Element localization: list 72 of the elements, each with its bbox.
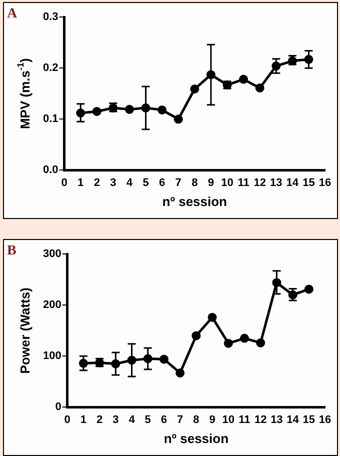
x-tick-label: 11 bbox=[237, 176, 249, 189]
point bbox=[190, 84, 199, 94]
y-tick-label: 300 bbox=[42, 248, 61, 260]
point bbox=[223, 338, 232, 348]
x-tick-label: 8 bbox=[191, 176, 198, 189]
point bbox=[140, 103, 150, 112]
point bbox=[76, 108, 85, 118]
x-tick-label: 5 bbox=[142, 176, 148, 189]
x-tick-label: 10 bbox=[220, 176, 233, 189]
x-tick-label: 5 bbox=[144, 414, 150, 426]
x-tick-label: 12 bbox=[253, 176, 266, 189]
text: B bbox=[6, 244, 16, 259]
y-tick-label: 200 bbox=[42, 299, 61, 312]
point bbox=[157, 105, 166, 114]
x-tick-label: 2 bbox=[96, 414, 102, 426]
point bbox=[110, 359, 120, 368]
point bbox=[304, 54, 313, 64]
x-tick-label: 0 bbox=[64, 414, 70, 426]
x-tick-label: 15 bbox=[302, 414, 315, 426]
point bbox=[254, 83, 264, 92]
x-tick-label: 9 bbox=[208, 414, 215, 426]
x-axis-title: nº session bbox=[162, 194, 227, 209]
point bbox=[206, 70, 215, 80]
point bbox=[124, 104, 134, 114]
x-tick-label: 16 bbox=[318, 176, 331, 189]
y-tick-label: 0.3 bbox=[42, 11, 58, 24]
x-tick-label: 7 bbox=[174, 176, 181, 189]
x-tick-label: 14 bbox=[286, 176, 299, 189]
x-tick-label: 12 bbox=[254, 414, 266, 426]
point bbox=[78, 358, 88, 368]
x-tick-label: 10 bbox=[222, 414, 234, 426]
point bbox=[272, 278, 281, 288]
point bbox=[238, 74, 248, 84]
point bbox=[256, 338, 265, 348]
y-axis-title: Power (Watts) bbox=[17, 287, 32, 374]
x-tick-label: 9 bbox=[207, 176, 214, 189]
x-tick-label: 6 bbox=[158, 176, 165, 189]
text: A bbox=[6, 6, 18, 22]
point bbox=[142, 354, 152, 364]
x-tick-label: 1 bbox=[80, 414, 86, 426]
y-tick-label: 0.2 bbox=[42, 62, 58, 74]
x-tick-label: 2 bbox=[93, 176, 100, 189]
x-tick-label: 6 bbox=[160, 414, 167, 426]
x-tick-label: 3 bbox=[110, 176, 116, 189]
x-tick-label: 4 bbox=[128, 414, 136, 426]
point bbox=[207, 312, 216, 322]
y-tick-label: 100 bbox=[42, 350, 61, 362]
point bbox=[304, 284, 313, 294]
point bbox=[191, 331, 200, 340]
point bbox=[92, 106, 101, 116]
point bbox=[271, 62, 280, 71]
y-tick-label: 0.1 bbox=[42, 113, 58, 126]
y-axis-title: MPV (m.s-1) bbox=[14, 58, 32, 130]
x-tick-label: 7 bbox=[176, 414, 183, 426]
x-axis-title: nº session bbox=[163, 430, 228, 446]
x-tick-label: 13 bbox=[269, 176, 282, 189]
x-tick-label: 1 bbox=[77, 176, 84, 189]
point bbox=[175, 368, 184, 378]
x-tick-label: 15 bbox=[302, 176, 314, 189]
point bbox=[126, 356, 136, 365]
y-tick-label: 0 bbox=[54, 401, 61, 414]
y-tick-label: 0.0 bbox=[42, 164, 58, 176]
x-tick-label: 8 bbox=[192, 414, 199, 426]
point bbox=[173, 114, 182, 124]
point bbox=[158, 354, 168, 364]
x-tick-label: 4 bbox=[126, 176, 133, 189]
x-tick-label: 16 bbox=[318, 414, 331, 426]
x-tick-label: 3 bbox=[112, 414, 118, 426]
point bbox=[239, 334, 248, 343]
x-tick-label: 11 bbox=[238, 414, 250, 426]
x-tick-label: 14 bbox=[286, 414, 300, 426]
x-tick-label: 13 bbox=[270, 414, 282, 426]
